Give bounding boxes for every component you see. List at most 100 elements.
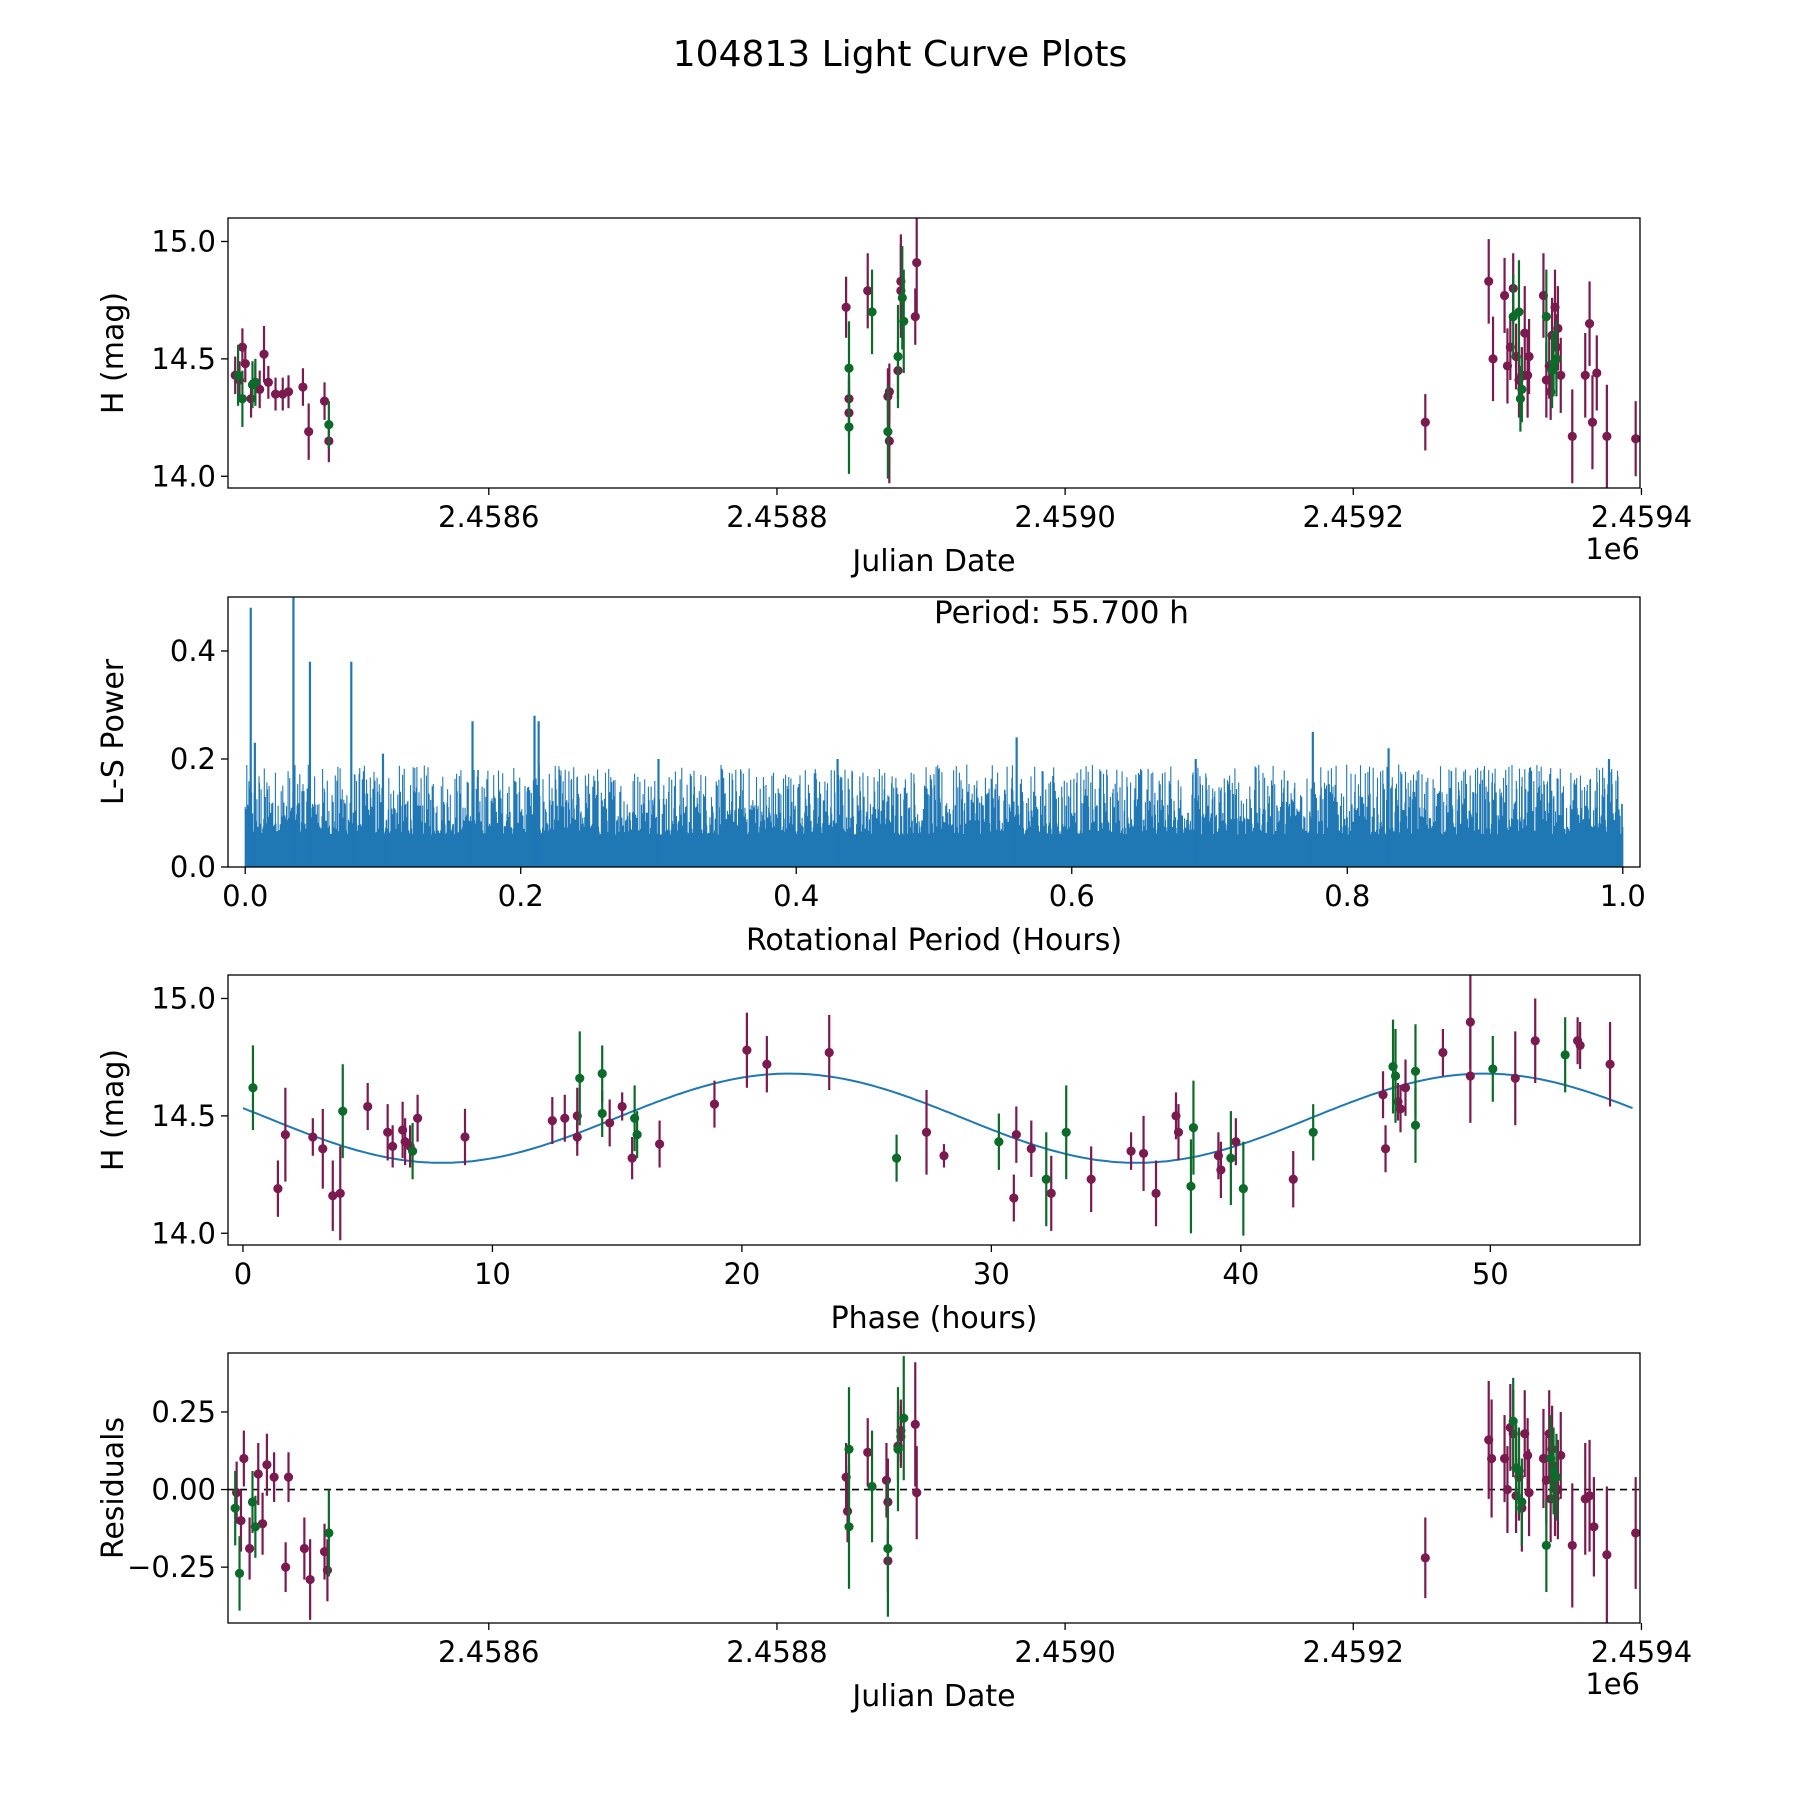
data-point bbox=[1541, 1540, 1551, 1551]
data-point bbox=[1567, 1540, 1577, 1551]
data-point bbox=[844, 1522, 854, 1532]
data-point bbox=[248, 1083, 258, 1093]
data-point bbox=[283, 387, 294, 397]
data-point bbox=[1465, 1017, 1475, 1027]
residuals-xtick-label: 2.4594 bbox=[1591, 1635, 1692, 1669]
residuals-ytick-label: −0.25 bbox=[127, 1550, 216, 1584]
residuals-xtick-label: 2.4590 bbox=[1014, 1635, 1115, 1669]
data-point bbox=[1580, 370, 1590, 380]
data-point bbox=[893, 351, 903, 362]
periodogram-xlabel: Rotational Period (Hours) bbox=[746, 923, 1122, 958]
data-point bbox=[893, 1444, 903, 1454]
data-point bbox=[1551, 1472, 1562, 1482]
data-point bbox=[1420, 1553, 1430, 1563]
data-point bbox=[1400, 1083, 1411, 1093]
data-point bbox=[257, 1519, 268, 1529]
data-point bbox=[1556, 1450, 1566, 1461]
data-point bbox=[1584, 1491, 1595, 1501]
light-curve-ytick-label: 14.5 bbox=[151, 342, 216, 376]
data-point bbox=[1584, 319, 1595, 329]
data-point bbox=[881, 1475, 892, 1485]
data-point bbox=[1567, 431, 1577, 441]
data-point bbox=[575, 1073, 585, 1083]
data-point bbox=[1524, 351, 1534, 362]
data-point bbox=[899, 316, 909, 326]
data-point bbox=[899, 1413, 909, 1423]
data-point bbox=[234, 1568, 245, 1578]
data-point bbox=[1510, 1073, 1520, 1083]
data-point bbox=[883, 427, 893, 437]
data-point bbox=[560, 1113, 570, 1123]
phase-folded-data-layer bbox=[248, 975, 1615, 1241]
data-point bbox=[318, 1144, 328, 1154]
data-point bbox=[1541, 1475, 1551, 1485]
data-point bbox=[1226, 1153, 1236, 1163]
data-point bbox=[939, 1151, 949, 1161]
light-curve-ytick-label: 14.0 bbox=[151, 459, 216, 493]
data-point bbox=[1484, 276, 1494, 286]
data-point bbox=[632, 1130, 642, 1140]
data-point bbox=[1631, 1528, 1640, 1538]
data-point bbox=[269, 1472, 279, 1482]
data-point bbox=[1560, 1050, 1570, 1060]
data-point bbox=[1488, 1064, 1498, 1074]
data-point bbox=[324, 1528, 334, 1538]
data-point bbox=[263, 377, 273, 387]
residuals-xtick-label: 2.4592 bbox=[1303, 1635, 1404, 1669]
data-point bbox=[910, 1419, 920, 1429]
data-point bbox=[1502, 1484, 1513, 1495]
data-point bbox=[237, 394, 248, 404]
data-point bbox=[762, 1059, 772, 1069]
residuals-ytick-label: 0.00 bbox=[151, 1473, 216, 1507]
data-point bbox=[324, 420, 334, 430]
phase-folded-xlabel: Phase (hours) bbox=[831, 1301, 1038, 1336]
data-point bbox=[1602, 431, 1612, 441]
residuals-series-green bbox=[230, 1356, 1562, 1617]
data-point bbox=[867, 307, 877, 317]
light-curve-panel: 2.4586 2.4588 2.4590 2.4592 2.4594 14.0 14.5 15… bbox=[96, 217, 1692, 579]
period-annotation: Period: 55.700 h bbox=[934, 595, 1189, 631]
data-point bbox=[1602, 1550, 1612, 1560]
data-point bbox=[1553, 323, 1563, 333]
data-point bbox=[863, 1447, 873, 1457]
data-point bbox=[262, 1460, 272, 1470]
data-point bbox=[1231, 1137, 1241, 1147]
data-point bbox=[388, 1141, 398, 1151]
data-point bbox=[240, 358, 250, 369]
light-curve-xlabel: Julian Date bbox=[850, 544, 1015, 579]
data-point bbox=[1499, 290, 1510, 301]
residuals-offset-label: 1e6 bbox=[1585, 1667, 1640, 1701]
periodogram-axes: 0.0 0.2 0.4 0.6 0.8 1.0 0.0 0.2 0.4 bbox=[170, 634, 1646, 913]
data-point bbox=[1605, 1059, 1615, 1069]
data-point bbox=[994, 1137, 1004, 1147]
data-point bbox=[308, 1132, 318, 1142]
data-point bbox=[1524, 1488, 1534, 1498]
data-point bbox=[617, 1101, 627, 1112]
data-point bbox=[1523, 1450, 1533, 1461]
data-point bbox=[1410, 1066, 1421, 1076]
periodogram-xtick-label: 0.6 bbox=[1049, 879, 1095, 913]
data-point bbox=[1061, 1127, 1071, 1137]
phase-folded-xtick-label: 30 bbox=[973, 1257, 1010, 1291]
data-point bbox=[1410, 1120, 1421, 1130]
residuals-xtick-label: 2.4586 bbox=[438, 1635, 539, 1669]
data-point bbox=[1288, 1174, 1298, 1184]
residuals-xtick-label: 2.4588 bbox=[726, 1635, 827, 1669]
periodogram-xtick-label: 0.2 bbox=[498, 879, 544, 913]
data-point bbox=[891, 1153, 902, 1163]
data-point bbox=[1587, 417, 1598, 427]
data-point bbox=[408, 1146, 418, 1156]
data-point bbox=[844, 363, 854, 373]
periodogram-ylabel: L-S Power bbox=[96, 658, 131, 805]
data-point bbox=[1465, 1071, 1475, 1081]
light-curve-axes: 2.4586 2.4588 2.4590 2.4592 2.4594 14.0 14.5 15… bbox=[151, 224, 1692, 534]
data-point bbox=[863, 286, 873, 296]
residuals-axes: 2.4586 2.4588 2.4590 2.4592 2.4594 −0.25 0.00 0… bbox=[127, 1395, 1692, 1669]
phase-folded-panel: 0 10 20 30 40 50 14.0 14.5 15.0 Phase (hours) H … bbox=[96, 974, 1641, 1336]
periodogram-xtick-label: 0.0 bbox=[222, 879, 268, 913]
data-point bbox=[1514, 307, 1524, 317]
data-point bbox=[246, 394, 256, 404]
data-point bbox=[1151, 1188, 1161, 1198]
light-curve-ytick-label: 15.0 bbox=[151, 224, 216, 258]
data-point bbox=[281, 1562, 291, 1572]
